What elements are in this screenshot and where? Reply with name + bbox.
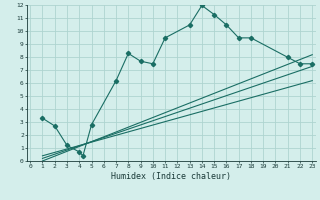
- X-axis label: Humidex (Indice chaleur): Humidex (Indice chaleur): [111, 172, 231, 181]
